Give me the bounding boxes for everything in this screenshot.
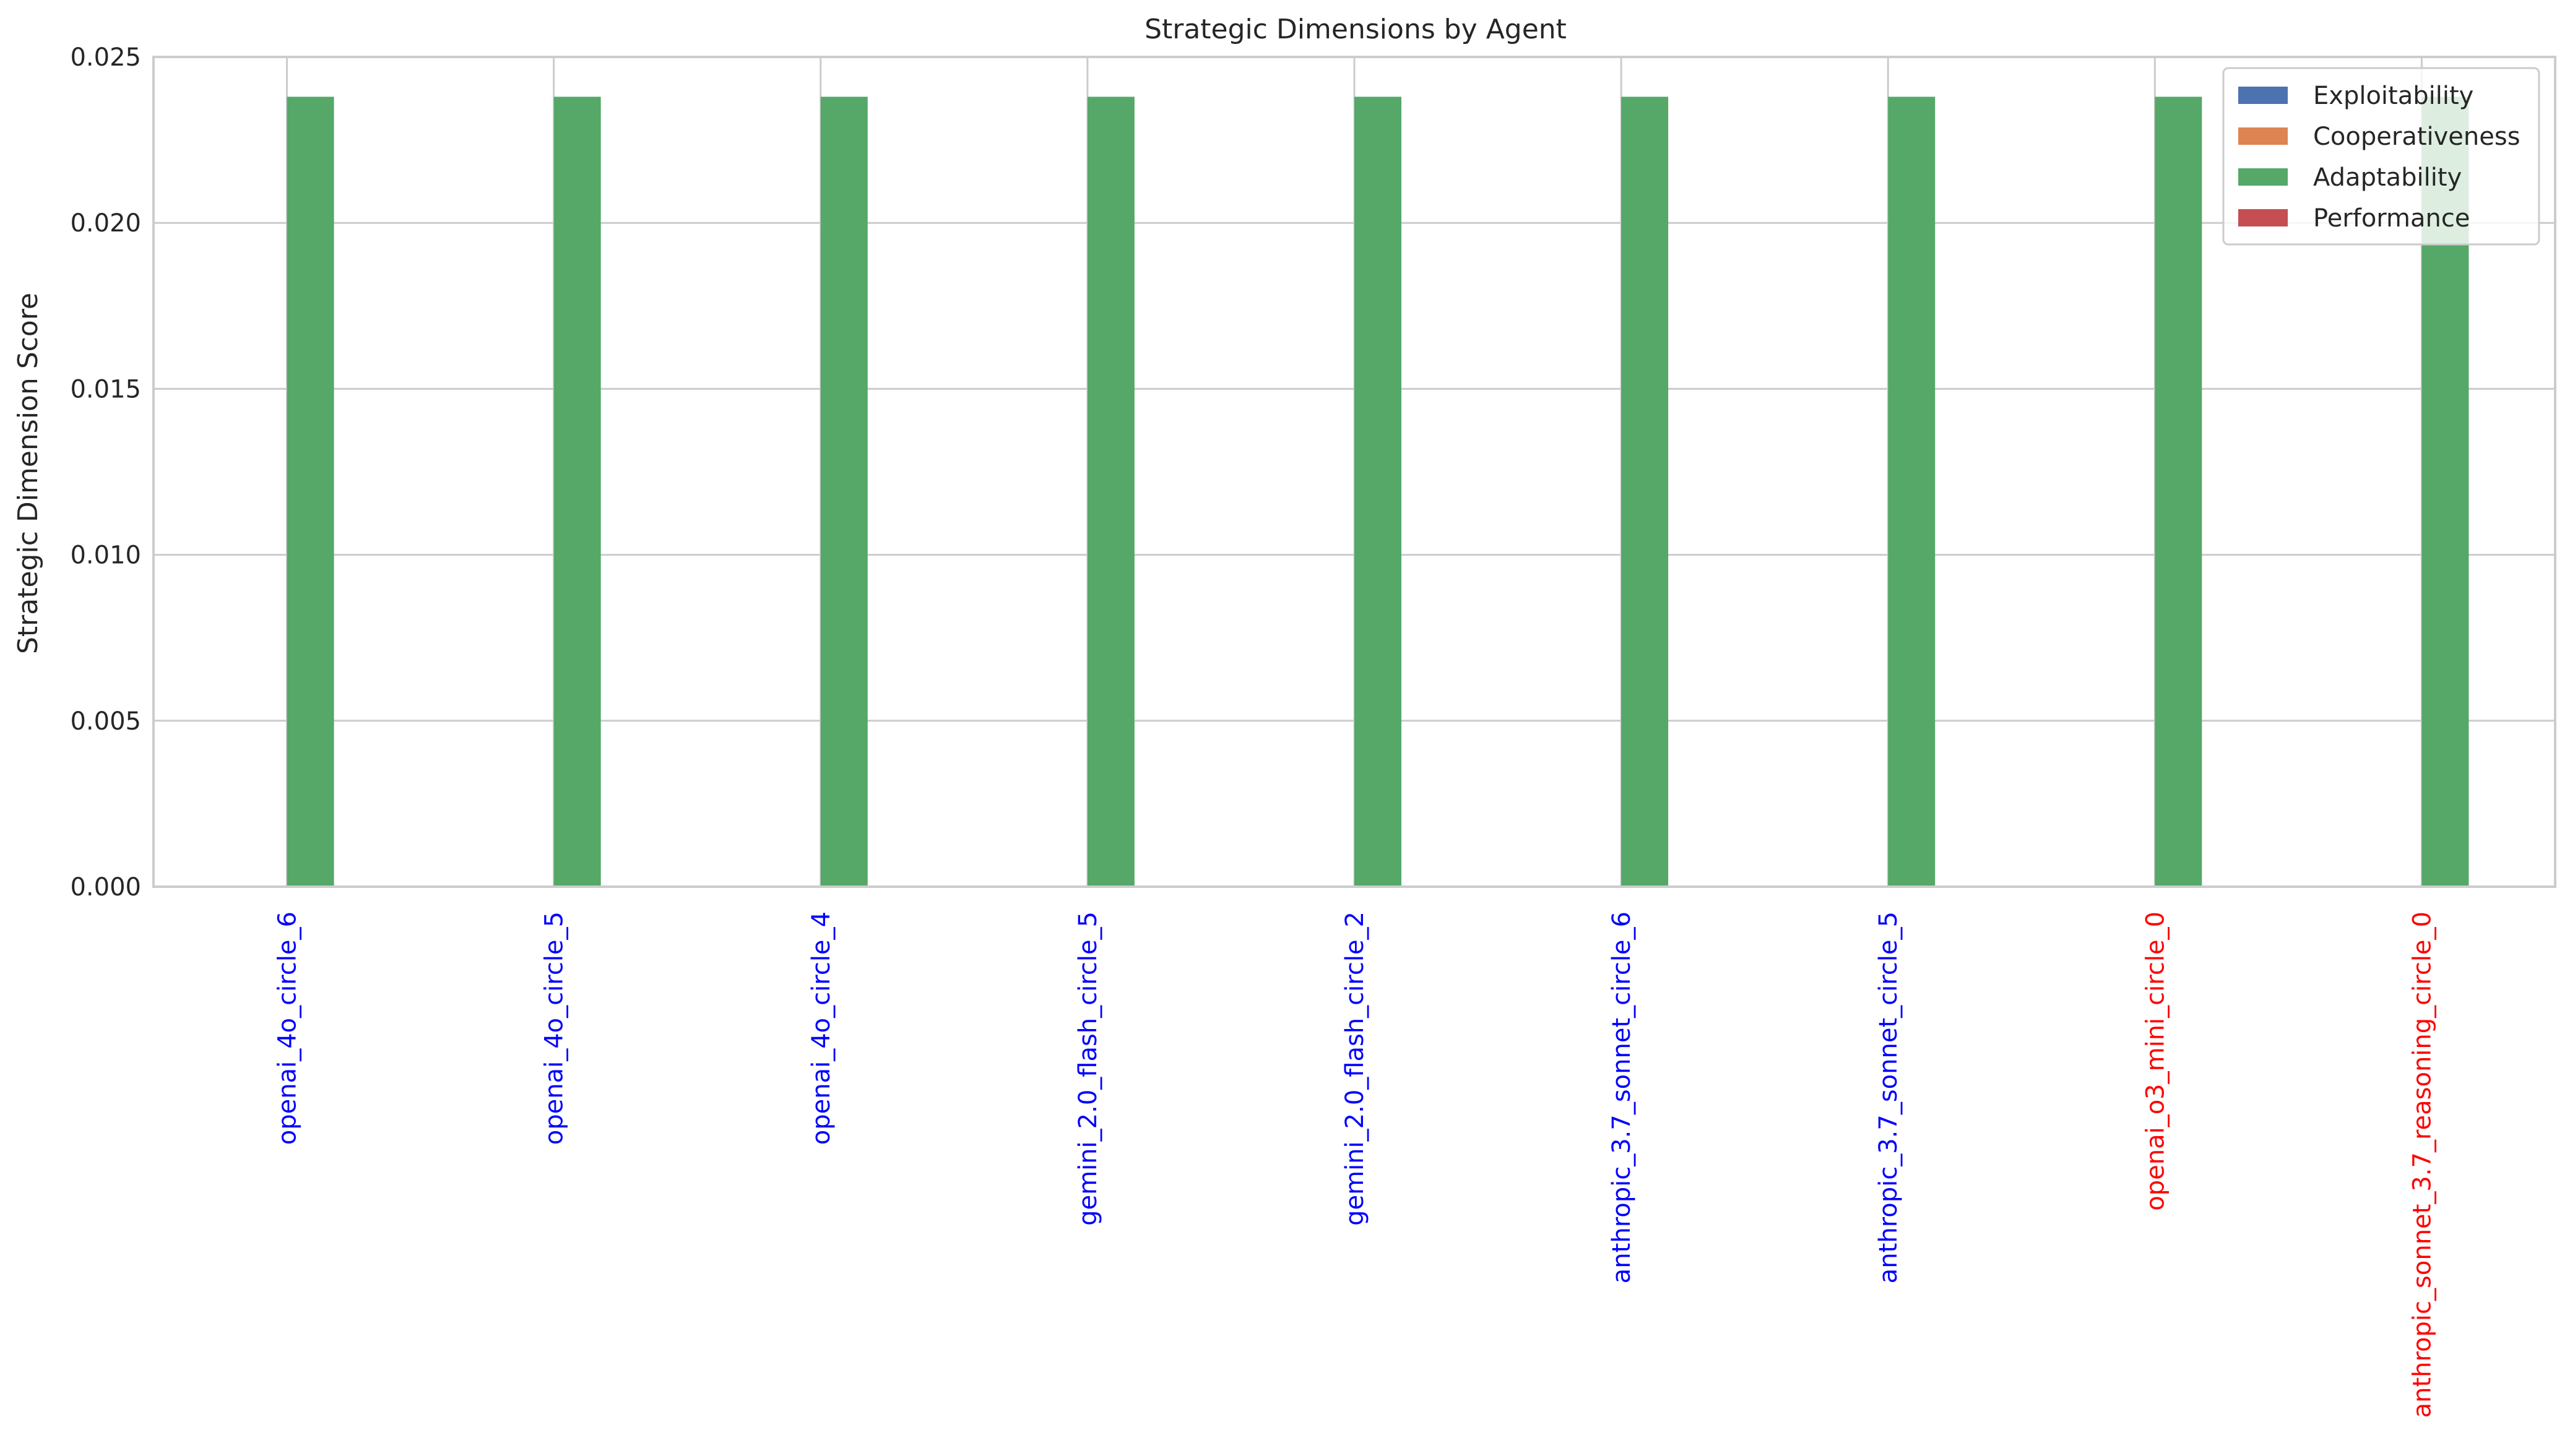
y-tick-label: 0.025 [70,43,141,72]
x-tick-label: anthropic_3.7_sonnet_circle_6 [1607,911,1636,1283]
legend-swatch-performance [2238,209,2288,226]
x-tick-label: openai_o3_mini_circle_0 [2141,911,2170,1211]
y-tick-label: 0.005 [70,707,141,736]
legend-label-performance: Performance [2313,204,2470,233]
x-tick-label: openai_4o_circle_6 [274,911,302,1145]
plot-frame [152,56,2556,888]
x-tick-label: gemini_2.0_flash_circle_2 [1341,911,1369,1226]
legend-swatch-cooperativeness [2238,127,2288,145]
bar-adaptability-2 [820,97,868,887]
x-tick-label: gemini_2.0_flash_circle_5 [1074,911,1102,1226]
bar-adaptability-7 [2155,97,2202,887]
bars [287,97,2469,887]
bar-adaptability-0 [287,97,334,887]
bar-adaptability-5 [1621,97,1669,887]
x-tick-label: anthropic_3.7_sonnet_circle_5 [1874,911,1903,1283]
chart-title: Strategic Dimensions by Agent [1144,14,1567,45]
x-axis-ticks: openai_4o_circle_6 openai_4o_circle_5 open… [274,911,2437,1418]
legend-box [2222,67,2540,246]
x-tick-label: openai_4o_circle_4 [807,911,836,1145]
legend-label-cooperativeness: Cooperativeness [2313,123,2520,151]
legend-swatch-adaptability [2238,168,2288,186]
bar-adaptability-1 [553,97,601,887]
x-tick-label: anthropic_sonnet_3.7_reasoning_circle_0 [2408,911,2436,1418]
bar-adaptability-4 [1354,97,1401,887]
legend: Exploitability Cooperativeness Adaptabilit… [2222,67,2540,246]
legend-swatch-exploitability [2238,87,2288,104]
y-tick-label: 0.020 [70,209,141,238]
y-axis-label: Strategic Dimension Score [12,293,44,654]
y-tick-label: 0.015 [70,375,141,403]
legend-label-exploitability: Exploitability [2313,82,2473,110]
y-tick-label: 0.000 [70,873,141,902]
x-tick-label: openai_4o_circle_5 [540,911,569,1145]
bar-adaptability-3 [1087,97,1135,887]
y-tick-label: 0.010 [70,541,141,570]
bar-adaptability-6 [1888,97,1936,887]
legend-label-adaptability: Adaptability [2313,163,2462,192]
y-axis-ticks: 0.000 0.005 0.010 0.015 0.020 0.025 [70,43,141,902]
